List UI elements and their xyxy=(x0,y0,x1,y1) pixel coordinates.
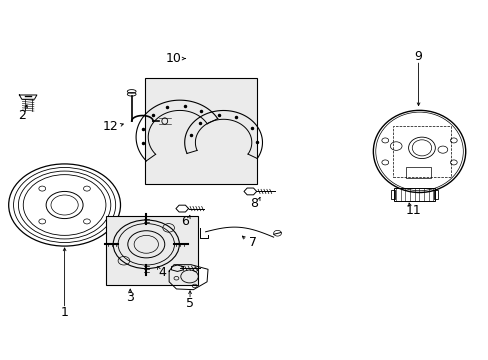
Text: 5: 5 xyxy=(185,297,194,310)
Text: 2: 2 xyxy=(18,109,26,122)
Bar xyxy=(392,126,450,177)
Text: 1: 1 xyxy=(61,306,68,319)
Text: 4: 4 xyxy=(158,266,165,279)
Bar xyxy=(405,167,430,178)
Bar xyxy=(144,78,256,184)
Bar xyxy=(393,188,434,202)
Bar xyxy=(433,190,437,199)
Text: 8: 8 xyxy=(250,197,258,210)
Bar xyxy=(390,190,394,199)
Text: 3: 3 xyxy=(126,291,134,305)
Text: 6: 6 xyxy=(181,215,189,228)
Text: 9: 9 xyxy=(414,50,422,63)
Bar xyxy=(106,216,198,285)
Text: 7: 7 xyxy=(249,236,257,249)
Text: 10: 10 xyxy=(166,52,182,65)
Text: 11: 11 xyxy=(405,204,421,217)
Text: 12: 12 xyxy=(102,120,119,133)
